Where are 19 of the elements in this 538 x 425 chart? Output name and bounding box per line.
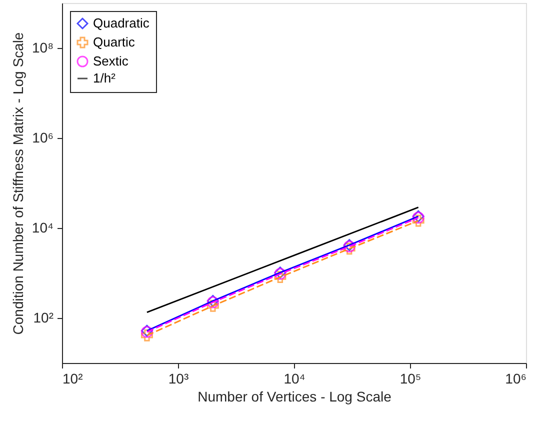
x-tick-label: 10⁴ [284, 370, 306, 386]
x-tick-label: 10⁵ [400, 370, 422, 386]
y-tick-label: 10⁸ [32, 40, 54, 56]
point [412, 214, 424, 227]
legend-label: 1/h² [93, 70, 116, 86]
legend-label: Sextic [93, 54, 129, 68]
point [343, 242, 356, 255]
y-tick-label: 10⁶ [32, 130, 54, 146]
y-tick-label: 10⁴ [32, 220, 54, 236]
point [274, 271, 286, 284]
x-tick-label: 10⁶ [505, 370, 526, 386]
legend-label: Quartic [93, 34, 136, 50]
x-tick-label: 10³ [168, 370, 189, 386]
legend-label: Quadratic [93, 16, 150, 30]
y-axis-title: Condition Number of Stiffness Matrix - Log Scale [10, 32, 26, 335]
y-tick-label: 10² [33, 310, 54, 326]
x-axis-title: Number of Vertices - Log Scale [198, 388, 392, 404]
x-tick-label: 10² [62, 370, 84, 386]
point [206, 300, 219, 312]
